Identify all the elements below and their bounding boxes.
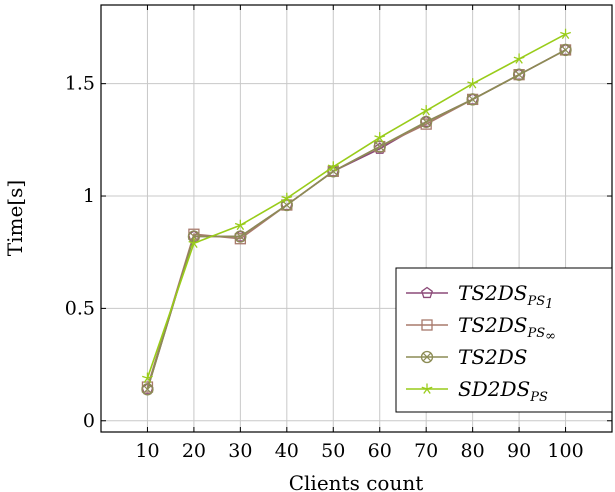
data-point bbox=[234, 219, 246, 231]
data-point bbox=[420, 105, 432, 116]
data-point bbox=[467, 78, 479, 89]
data-point bbox=[560, 28, 571, 40]
x-tick-label: 40 bbox=[275, 440, 299, 462]
x-tick-label: 20 bbox=[182, 440, 206, 462]
legend-label: TS2DSPS∞ bbox=[458, 313, 556, 344]
y-axis-label: Time[s] bbox=[3, 180, 27, 256]
legend-entry: SD2DSPS bbox=[406, 377, 548, 405]
data-point bbox=[281, 192, 293, 204]
data-point bbox=[559, 43, 572, 57]
legend-entry: TS2DSPS1 bbox=[406, 281, 553, 312]
y-tick-label: 0.5 bbox=[65, 297, 95, 319]
data-point bbox=[188, 237, 200, 249]
legend-label: SD2DSPS bbox=[458, 377, 548, 405]
data-point bbox=[327, 161, 339, 172]
y-tick-label: 0 bbox=[83, 410, 95, 432]
legend-entry: TS2DS bbox=[406, 345, 528, 369]
data-point bbox=[512, 68, 526, 81]
y-tick-label: 1 bbox=[83, 185, 95, 207]
data-point bbox=[234, 230, 247, 243]
grid bbox=[101, 5, 612, 432]
x-tick-label: 60 bbox=[368, 440, 392, 462]
x-tick-label: 30 bbox=[228, 440, 252, 462]
x-tick-label: 100 bbox=[547, 440, 583, 462]
series-line bbox=[146, 49, 566, 390]
plot-frame bbox=[100, 4, 613, 433]
legend-marker bbox=[421, 319, 433, 331]
data-point bbox=[420, 115, 433, 129]
data-point bbox=[513, 53, 525, 64]
legend-label: TS2DS bbox=[458, 345, 528, 369]
legend-marker bbox=[420, 350, 434, 364]
series-layer bbox=[141, 28, 572, 396]
data-point bbox=[141, 383, 154, 396]
data-point bbox=[373, 140, 386, 153]
y-tick-label: 1.5 bbox=[65, 73, 95, 95]
axis-ticks: 10 20 30 40 50 60 70 80 90 100 0 0.5 1 1.5 bbox=[65, 5, 612, 462]
data-point bbox=[142, 372, 153, 383]
series-3 bbox=[141, 43, 572, 396]
legend-entry: TS2DSPS∞ bbox=[406, 313, 556, 344]
x-tick-label: 50 bbox=[321, 440, 345, 462]
legend-marker bbox=[421, 383, 433, 394]
x-tick-label: 90 bbox=[507, 440, 531, 462]
series-line bbox=[146, 33, 566, 379]
legend-label: TS2DSPS1 bbox=[458, 281, 553, 312]
series-4 bbox=[142, 28, 571, 383]
data-point bbox=[466, 93, 479, 106]
x-tick-label: 10 bbox=[135, 440, 159, 462]
x-axis-label: Clients count bbox=[289, 471, 424, 492]
data-point bbox=[374, 132, 386, 143]
x-tick-label: 70 bbox=[414, 440, 438, 462]
legend-marker bbox=[421, 286, 433, 299]
x-tick-label: 80 bbox=[461, 440, 485, 462]
